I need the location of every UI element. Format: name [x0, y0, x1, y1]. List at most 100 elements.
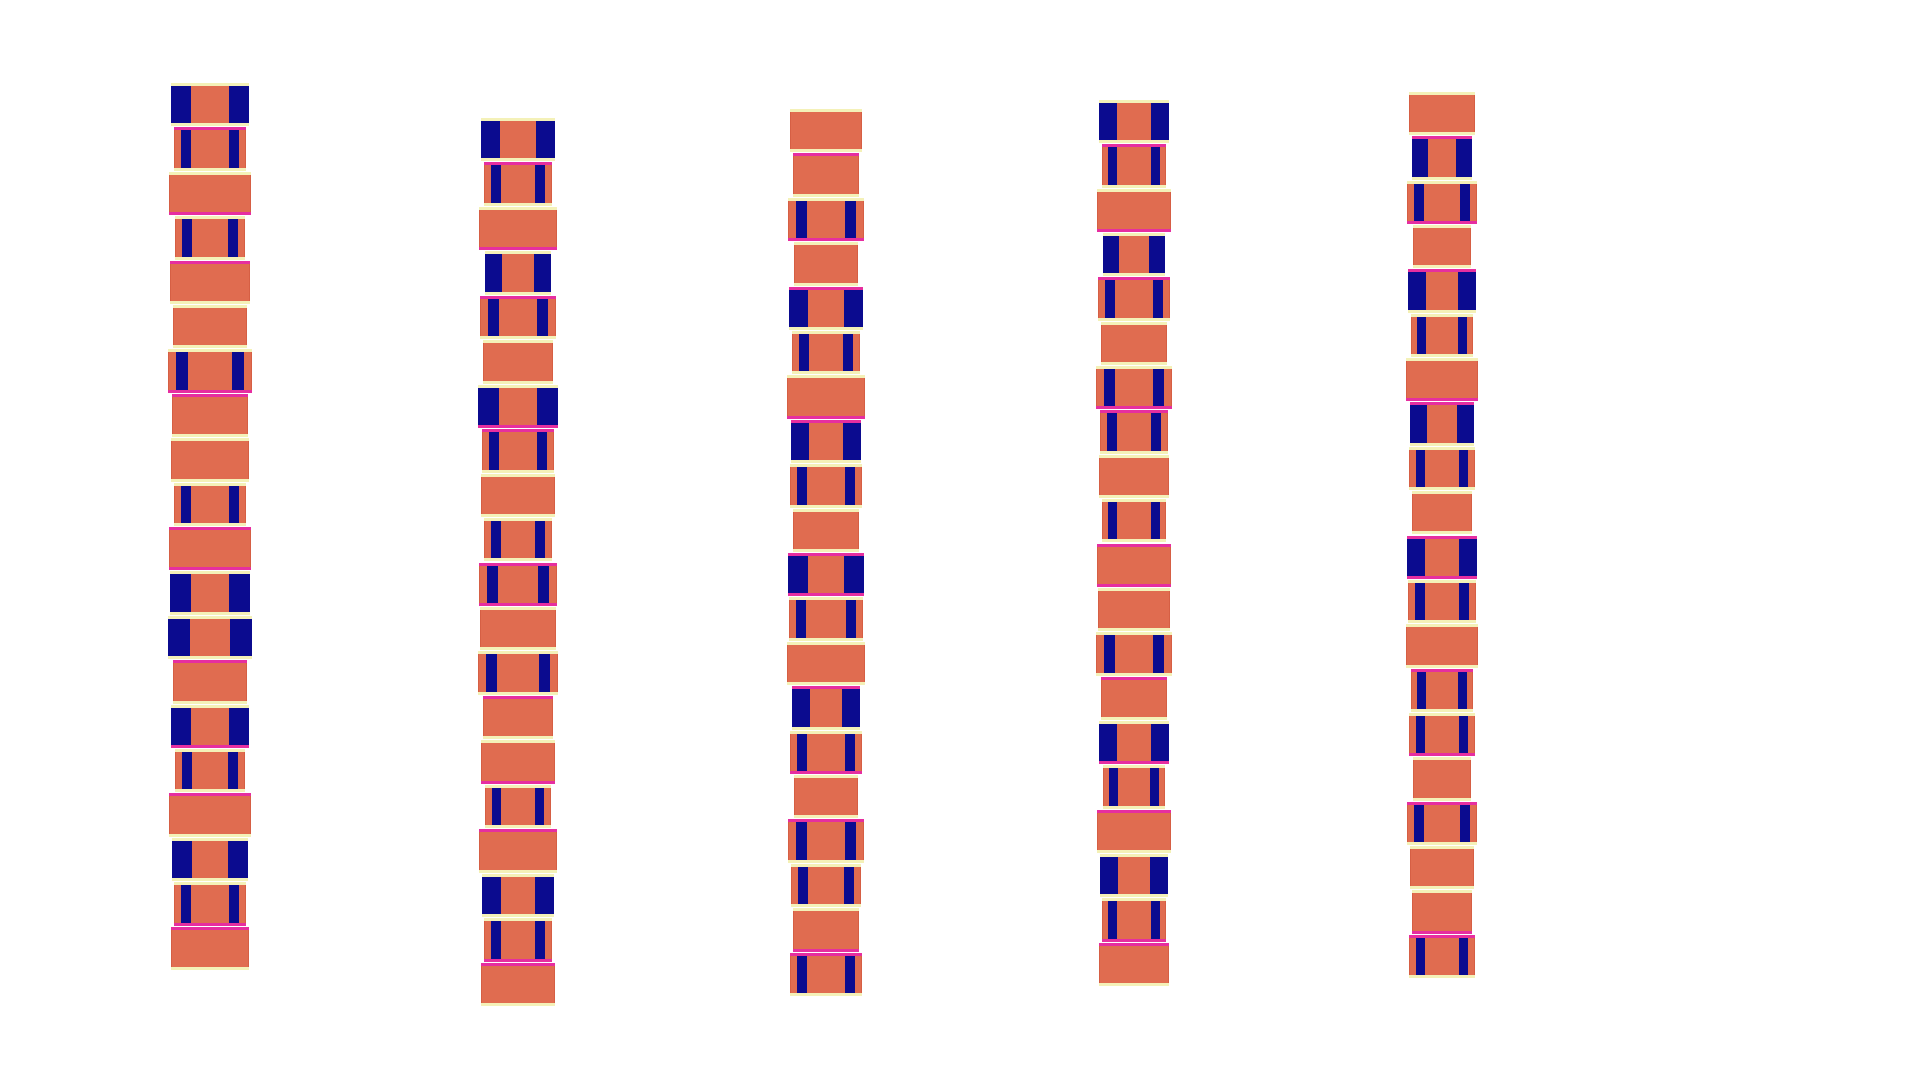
block-body	[1409, 93, 1475, 135]
block-cap-top	[1099, 100, 1169, 103]
block-cap-top	[1413, 757, 1471, 761]
block-body	[1406, 359, 1478, 401]
side-panel-right	[1460, 802, 1470, 844]
side-panel-right	[1151, 500, 1160, 542]
block-narrow-side	[1100, 410, 1168, 454]
block-cap-top	[1099, 942, 1169, 946]
block-cap-top	[1412, 890, 1472, 894]
block-body	[793, 154, 859, 196]
block-narrow-side	[1411, 668, 1473, 712]
block-cap-top	[1098, 277, 1170, 281]
block-cap-top	[170, 260, 250, 264]
block-cap-top	[172, 837, 248, 841]
block-cap-top	[1102, 499, 1166, 503]
side-panel-right	[1459, 580, 1469, 623]
block-cap-bottom	[1097, 229, 1171, 233]
block-cap-bottom	[481, 158, 555, 162]
block-plain	[171, 438, 249, 482]
block-cap-bottom	[1409, 132, 1475, 136]
block-cap-top	[794, 242, 858, 246]
block-plain	[479, 829, 557, 873]
block-cap-bottom	[1412, 176, 1472, 180]
block-body	[1097, 544, 1171, 586]
side-panel-left	[1108, 500, 1117, 542]
block-cap-top	[1407, 801, 1477, 805]
block-cap-top	[1096, 366, 1172, 370]
block-cap-top	[787, 641, 865, 645]
block-cap-top	[793, 908, 859, 912]
block-body	[481, 741, 555, 783]
block-cap-top	[1102, 144, 1166, 148]
block-narrow-side	[788, 819, 864, 863]
block-cap-bottom	[1101, 716, 1167, 720]
block-cap-bottom	[788, 238, 864, 242]
side-panel-right	[846, 598, 856, 640]
block-cap-top	[792, 686, 860, 690]
block-wide-side	[482, 873, 554, 918]
column-5	[1397, 0, 1487, 1080]
block-cap-top	[787, 375, 865, 379]
block-cap-top	[169, 793, 251, 797]
side-panel-left	[797, 465, 807, 507]
side-panel-left	[797, 731, 807, 773]
block-cap-bottom	[1103, 805, 1165, 809]
block-cap-bottom	[1411, 708, 1473, 712]
block-cap-bottom	[169, 833, 251, 837]
block-cap-top	[174, 882, 246, 886]
block-narrow-side	[174, 127, 246, 171]
side-panel-right	[1459, 935, 1468, 977]
side-panel-left	[182, 750, 192, 792]
block-cap-bottom	[480, 336, 556, 340]
side-panel-left	[792, 687, 810, 729]
side-panel-left	[1100, 854, 1118, 897]
block-cap-bottom	[1408, 309, 1476, 313]
block-body	[483, 341, 553, 383]
block-cap-bottom	[1406, 664, 1478, 668]
block-cap-bottom	[483, 736, 553, 740]
side-panel-left	[1108, 145, 1117, 187]
block-wide-side	[1412, 136, 1472, 180]
block-cap-bottom	[1099, 495, 1169, 499]
block-cap-bottom	[793, 193, 859, 197]
side-panel-left	[1099, 721, 1117, 764]
block-body	[481, 963, 555, 1005]
block-cap-top	[1407, 180, 1477, 184]
block-cap-bottom	[1410, 886, 1474, 890]
side-panel-right	[229, 705, 249, 747]
block-cap-bottom	[1410, 442, 1474, 446]
block-cap-top	[168, 349, 252, 353]
block-body	[1412, 492, 1472, 534]
side-panel-left	[796, 198, 807, 241]
side-panel-left	[181, 483, 191, 525]
block-body	[787, 642, 865, 685]
block-body	[790, 110, 862, 152]
block-cap-bottom	[791, 904, 861, 908]
side-panel-left	[796, 820, 807, 862]
block-cap-bottom	[1099, 982, 1169, 986]
block-narrow-side	[1408, 579, 1476, 624]
block-cap-bottom	[1409, 487, 1475, 491]
side-panel-right	[535, 874, 554, 917]
block-cap-bottom	[169, 567, 251, 571]
block-cap-top	[788, 553, 864, 556]
side-panel-left	[1408, 270, 1426, 312]
block-cap-bottom	[1099, 140, 1169, 144]
block-body	[1101, 322, 1167, 365]
block-plain	[1098, 587, 1170, 632]
block-cap-top	[171, 926, 249, 930]
block-cap-bottom	[1096, 672, 1172, 676]
block-cap-bottom	[171, 744, 249, 748]
block-cap-top	[793, 153, 859, 157]
block-cap-bottom	[1412, 531, 1472, 535]
block-cap-top	[789, 597, 863, 601]
block-body	[1412, 891, 1472, 933]
block-cap-bottom	[787, 415, 865, 419]
block-cap-top	[483, 695, 553, 699]
block-narrow-side	[484, 162, 552, 206]
block-cap-bottom	[1099, 761, 1169, 765]
block-plain	[1409, 92, 1475, 136]
block-cap-bottom	[170, 611, 250, 615]
block-plain	[169, 793, 251, 837]
side-panel-right	[1459, 447, 1468, 490]
